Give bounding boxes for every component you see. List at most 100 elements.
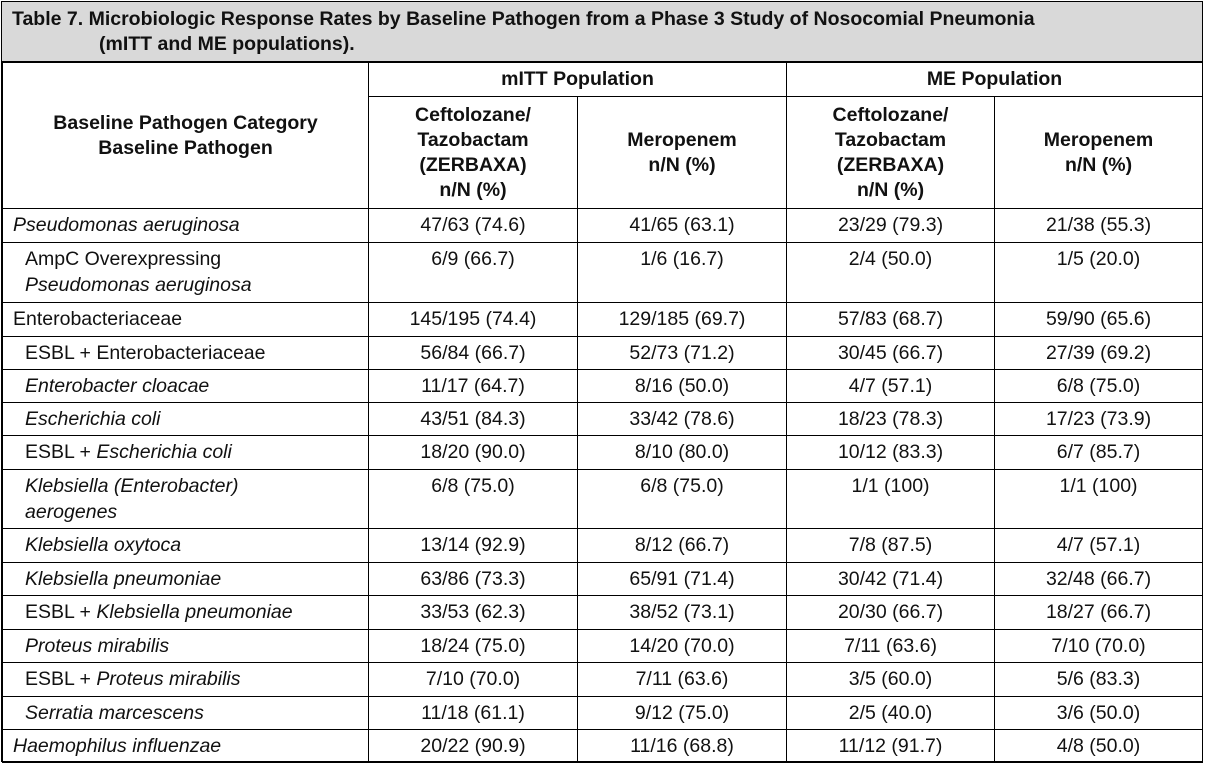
row-header-line-2: Baseline Pathogen [98,136,273,159]
pathogen-cell: Escherichia coli [2,402,369,436]
col-header-text: n/N (%) [648,153,716,176]
value-cell: 27/39 (69.2) [994,336,1204,370]
pathogen-cell: Klebsiella pneumoniae [2,562,369,596]
pathogen-name: Proteus mirabilis [25,635,170,657]
value-cell: 18/27 (66.7) [994,595,1204,630]
col-header-text: (ZERBAXA) [836,153,945,176]
value-cell: 18/23 (78.3) [786,402,996,436]
value-cell: 7/10 (70.0) [994,629,1204,663]
pathogen-cell: ESBL + Proteus mirabilis [2,662,369,697]
col-header-text: Tazobactam [834,128,947,151]
value-cell: 2/4 (50.0) [786,242,996,303]
value-cell: 32/48 (66.7) [994,562,1204,596]
pathogen-name: Klebsiella pneumoniae [96,601,293,623]
pathogen-prefix: ESBL + [25,441,97,463]
table-row: ESBL + Klebsiella pneumoniae 33/53 (62.3… [2,595,1204,630]
col-header-me-cz: Ceftolozane/ Tazobactam (ZERBAXA) n/N (%… [786,96,996,209]
caption-line-1: Table 7. Microbiologic Response Rates by… [12,8,1035,30]
pathogen-cell: Klebsiella (Enterobacter) aerogenes [2,469,369,529]
pathogen-prefix: AmpC Overexpressing [25,248,222,270]
table-row: ESBL + Escherichia coli 18/20 (90.0) 8/1… [2,435,1204,470]
value-cell: 65/91 (71.4) [576,562,788,596]
response-rate-table: Baseline Pathogen Category Baseline Path… [2,62,1204,763]
value-cell: 33/42 (78.6) [576,402,788,436]
value-cell: 8/10 (80.0) [576,435,788,470]
value-cell: 129/185 (69.7) [576,302,788,337]
table-row: ESBL + Proteus mirabilis 7/10 (70.0) 7/1… [2,662,1204,697]
table-row: Klebsiella pneumoniae 63/86 (73.3) 65/91… [2,562,1204,596]
table-row: ESBL + Enterobacteriaceae 56/84 (66.7) 5… [2,336,1204,370]
pathogen-name: Haemophilus influenzae [13,735,222,757]
pathogen-name: Escherichia coli [96,441,232,463]
value-cell: 57/83 (68.7) [786,302,996,337]
value-cell: 23/29 (79.3) [786,208,996,243]
pathogen-cell: Proteus mirabilis [2,629,369,663]
pathogen-name: Klebsiella (Enterobacter) [25,475,239,497]
value-cell: 7/11 (63.6) [786,629,996,663]
table-row: Pseudomonas aeruginosa 47/63 (74.6) 41/6… [2,208,1204,243]
table-row: Klebsiella oxytoca 13/14 (92.9) 8/12 (66… [2,528,1204,563]
pathogen-name: Pseudomonas aeruginosa [13,214,240,236]
value-cell: 11/18 (61.1) [368,696,578,730]
value-cell: 14/20 (70.0) [576,629,788,663]
row-header: Baseline Pathogen Category Baseline Path… [2,62,369,209]
table-row: Serratia marcescens 11/18 (61.1) 9/12 (7… [2,696,1204,730]
value-cell: 21/38 (55.3) [994,208,1204,243]
pathogen-cell: Serratia marcescens [2,696,369,730]
pathogen-name: Proteus mirabilis [96,668,241,690]
pathogen-cell: Enterobacteriaceae [2,302,369,337]
col-header-me-meropenem: Meropenem n/N (%) [994,96,1204,209]
value-cell: 9/12 (75.0) [576,696,788,730]
pathogen-cell: ESBL + Klebsiella pneumoniae [2,595,369,630]
table-row: Escherichia coli 43/51 (84.3) 33/42 (78.… [2,402,1204,436]
value-cell: 4/8 (50.0) [994,729,1204,763]
value-cell: 8/16 (50.0) [576,369,788,403]
pathogen-name: Klebsiella oxytoca [25,534,182,556]
pathogen-cell: Pseudomonas aeruginosa [2,208,369,243]
col-header-text: (ZERBAXA) [419,153,527,176]
pathogen-name: Escherichia coli [25,408,161,430]
value-cell: 1/1 (100) [994,469,1204,529]
value-cell: 33/53 (62.3) [368,595,578,630]
value-cell: 30/42 (71.4) [786,562,996,596]
value-cell: 8/12 (66.7) [576,528,788,563]
value-cell: 47/63 (74.6) [368,208,578,243]
table-row: Haemophilus influenzae 20/22 (90.9) 11/1… [2,729,1204,763]
value-cell: 18/24 (75.0) [368,629,578,663]
col-header-text: Ceftolozane/ [832,103,949,126]
col-header-mitt-meropenem: Meropenem n/N (%) [576,96,788,209]
value-cell: 17/23 (73.9) [994,402,1204,436]
pathogen-cell: Haemophilus influenzae [2,729,369,763]
value-cell: 6/9 (66.7) [368,242,578,303]
value-cell: 4/7 (57.1) [994,528,1204,563]
value-cell: 6/8 (75.0) [994,369,1204,403]
value-cell: 38/52 (73.1) [576,595,788,630]
pathogen-name: Serratia marcescens [25,702,204,724]
col-header-text: Ceftolozane/ [415,103,531,126]
pathogen-cell: Klebsiella oxytoca [2,528,369,563]
value-cell: 18/20 (90.0) [368,435,578,470]
col-header-text: n/N (%) [856,178,925,201]
value-cell: 6/7 (85.7) [994,435,1204,470]
value-cell: 11/16 (68.8) [576,729,788,763]
value-cell: 41/65 (63.1) [576,208,788,243]
pathogen-name: Klebsiella pneumoniae [25,568,222,590]
value-cell: 13/14 (92.9) [368,528,578,563]
pathogen-cell: Enterobacter cloacae [2,369,369,403]
table-row: AmpC Overexpressing Pseudomonas aeruginos… [2,242,1204,303]
value-cell: 52/73 (71.2) [576,336,788,370]
value-cell: 59/90 (65.6) [994,302,1204,337]
pathogen-prefix: Enterobacteriaceae [13,308,183,330]
row-header-line-1: Baseline Pathogen Category [53,111,318,134]
col-header-text: Tazobactam [417,128,529,151]
value-cell: 11/12 (91.7) [786,729,996,763]
value-cell: 6/8 (75.0) [368,469,578,529]
pathogen-cell: AmpC Overexpressing Pseudomonas aeruginos… [2,242,369,303]
value-cell: 43/51 (84.3) [368,402,578,436]
value-cell: 5/6 (83.3) [994,662,1204,697]
value-cell: 11/17 (64.7) [368,369,578,403]
group-header-me: ME Population [786,62,1204,97]
value-cell: 30/45 (66.7) [786,336,996,370]
value-cell: 20/22 (90.9) [368,729,578,763]
